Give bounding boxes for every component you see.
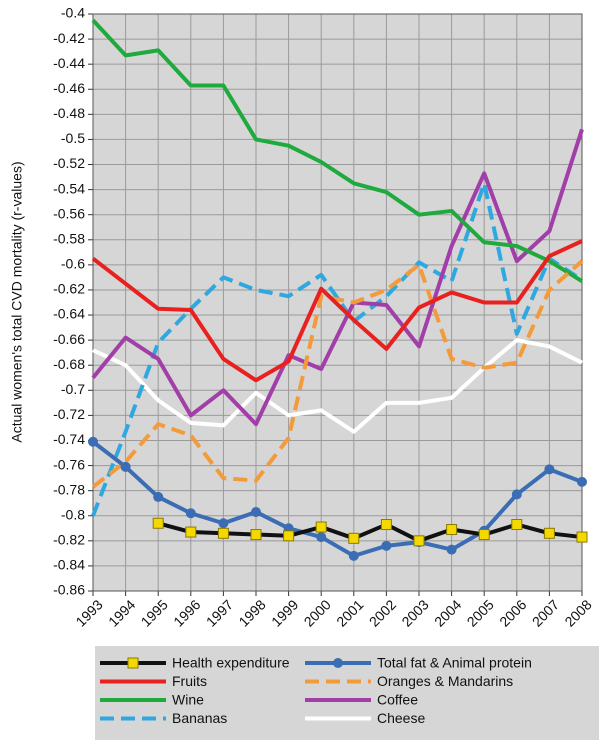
y-tick-label: -0.68 [53,356,85,372]
marker [251,506,261,517]
marker [446,524,458,536]
series-line [91,18,584,283]
legend-label: Wine [172,692,204,708]
marker [153,491,164,502]
marker [152,517,164,529]
legend-label: Total fat & Animal protein [377,655,532,671]
x-tick-label: 1995 [138,596,171,629]
marker [576,531,588,543]
y-tick-label: -0.44 [53,55,85,71]
marker [316,532,327,543]
marker [544,464,555,475]
marker [381,540,392,551]
marker [315,521,327,533]
series-line [91,440,583,558]
x-tick-label: 1993 [72,596,105,629]
x-tick-label: 1999 [268,596,301,629]
series-line [91,259,584,489]
x-tick-label: 1997 [203,596,236,629]
marker [283,530,295,542]
plot-frame [92,13,583,592]
legend-marker [333,658,343,668]
y-tick-label: -0.46 [53,80,85,96]
y-tick-label: -0.86 [53,582,85,598]
series-line [91,239,583,383]
marker [543,527,555,539]
legend-label: Fruits [172,673,207,689]
y-tick-label: -0.56 [53,205,85,221]
y-tick-label: -0.7 [61,381,85,397]
marker [348,550,359,561]
marker [446,544,457,555]
y-tick-label: -0.72 [53,406,85,422]
marker [511,489,522,500]
x-tick-label: 2006 [496,596,529,629]
y-tick-label: -0.5 [61,130,85,146]
y-tick-label: -0.42 [53,30,85,46]
x-tick-label: 2007 [529,596,562,629]
x-tick-label: 1994 [105,596,138,629]
y-tick-label: -0.48 [53,105,85,121]
marker [185,526,197,538]
marker [577,476,587,487]
y-tick-label: -0.84 [53,557,85,573]
marker [478,529,490,541]
y-tick-label: -0.78 [53,481,85,497]
y-tick-label: -0.58 [53,230,85,246]
y-axis-label: Actual women's total CVD mortality (r-va… [9,161,25,442]
marker [250,529,262,541]
marker [218,518,229,529]
y-tick-label: -0.64 [53,306,85,322]
y-tick-label: -0.6 [61,256,85,272]
marker [120,461,131,472]
x-tick-label: 2001 [333,596,366,629]
legend-label: Oranges & Mandarins [377,673,513,689]
y-tick-label: -0.4 [61,5,85,21]
marker [217,527,229,539]
marker [413,535,425,547]
x-tick-label: 2008 [561,596,594,629]
legend-label: Coffee [377,692,418,708]
y-tick-label: -0.82 [53,532,85,548]
marker [511,519,523,531]
x-tick-label: 1996 [170,596,203,629]
y-tick-label: -0.62 [53,281,85,297]
x-tick-label: 2002 [366,596,399,629]
x-tick-label: 2003 [398,596,431,629]
x-tick-label: 1998 [235,596,268,629]
series-line [91,128,584,427]
marker [348,532,360,544]
x-tick-label: 2005 [464,596,497,629]
series-line [92,338,583,434]
marker [380,519,392,531]
y-tick-label: -0.66 [53,331,85,347]
y-tick-label: -0.8 [61,506,85,522]
y-tick-label: -0.74 [53,431,85,447]
legend-label: Health expenditure [172,655,290,671]
legend-label: Bananas [172,710,227,726]
marker [88,436,98,447]
x-tick-label: 2000 [301,596,334,629]
y-tick-label: -0.54 [53,180,85,196]
legend-marker [127,657,139,669]
y-tick-label: -0.52 [53,155,85,171]
y-tick-label: -0.76 [53,456,85,472]
x-tick-label: 2004 [431,596,464,629]
legend-label: Cheese [377,710,425,726]
marker [185,508,196,519]
